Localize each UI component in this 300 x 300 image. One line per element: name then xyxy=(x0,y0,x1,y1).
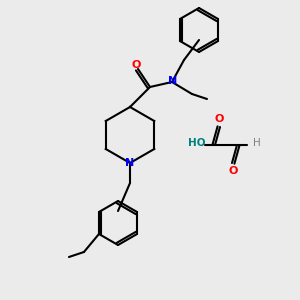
Text: N: N xyxy=(168,76,178,86)
Text: N: N xyxy=(125,158,135,168)
Text: H: H xyxy=(253,138,261,148)
Text: O: O xyxy=(228,166,238,176)
Text: O: O xyxy=(214,114,224,124)
Text: HO: HO xyxy=(188,138,206,148)
Text: O: O xyxy=(131,60,141,70)
